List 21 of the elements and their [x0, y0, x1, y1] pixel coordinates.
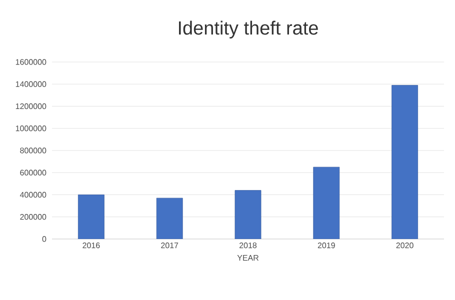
x-tick-label: 2017	[161, 242, 178, 248]
y-tick-label: 400000	[20, 192, 46, 198]
x-axis-title: YEAR	[237, 255, 259, 261]
bar	[313, 166, 340, 239]
y-tick-label: 1600000	[16, 59, 46, 65]
x-tick-label: 2020	[396, 242, 414, 248]
bar	[392, 85, 418, 239]
y-tick-label: 1400000	[16, 81, 46, 87]
y-tick-label: 600000	[20, 170, 46, 176]
y-tick-label: 1200000	[16, 103, 46, 110]
bar	[234, 190, 262, 239]
x-tick-label: 2018	[240, 242, 257, 248]
x-tick-label: 2019	[318, 242, 335, 248]
y-tick-label: 1000000	[16, 126, 46, 132]
x-tick-label: 2016	[82, 242, 100, 248]
chart-title: Identity theft rate	[178, 20, 318, 38]
y-tick-label: 0	[42, 236, 46, 242]
bar	[156, 198, 183, 239]
y-tick-label: 200000	[20, 214, 46, 220]
y-tick-label: 800000	[20, 148, 46, 154]
bar	[78, 194, 104, 239]
